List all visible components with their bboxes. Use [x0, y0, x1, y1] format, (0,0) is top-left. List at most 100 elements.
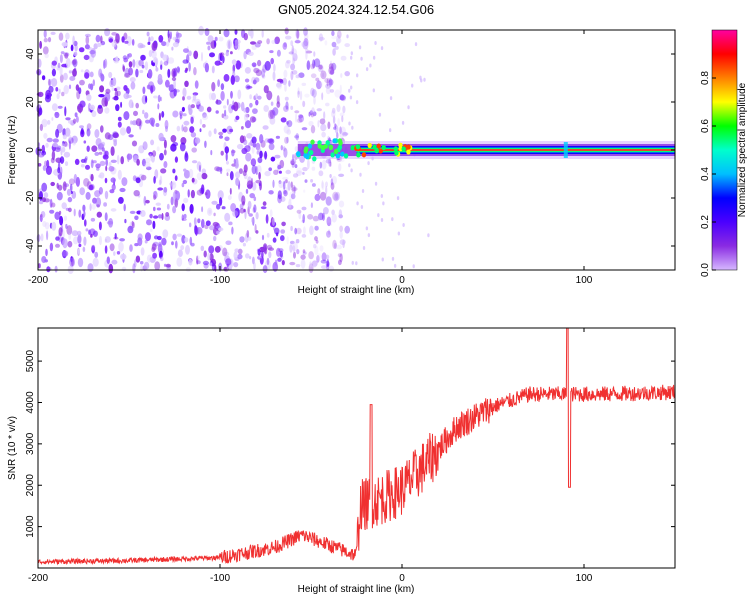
noise-blob [325, 196, 332, 206]
colorbar-gradient [712, 30, 737, 270]
noise-blob [41, 256, 47, 263]
noise-blob [273, 169, 279, 175]
noise-blob [165, 79, 170, 88]
noise-blob [170, 135, 177, 143]
noise-blob [75, 116, 79, 123]
noise-blob [339, 112, 345, 117]
noise-blob [311, 264, 317, 268]
noise-blob [158, 112, 161, 122]
noise-blob [310, 179, 314, 183]
noise-blob [94, 251, 99, 258]
noise-blob [284, 27, 289, 35]
noise-blob [311, 166, 316, 171]
noise-blob [126, 53, 130, 60]
noise-blob [361, 188, 365, 193]
noise-blob [176, 233, 183, 237]
noise-blob [365, 226, 369, 231]
noise-blob [342, 239, 345, 249]
noise-blob [41, 150, 47, 156]
noise-blob [54, 211, 61, 220]
noise-blob [290, 70, 294, 81]
noise-blob [253, 67, 260, 74]
noise-blob [292, 57, 295, 65]
noise-blob [274, 154, 281, 159]
noise-blob [134, 259, 137, 268]
noise-blob [77, 234, 82, 244]
noise-blob [321, 131, 326, 138]
noise-blob [147, 69, 153, 79]
noise-blob [87, 263, 94, 273]
noise-blob [98, 151, 103, 155]
noise-blob [303, 189, 306, 193]
noise-blob [90, 217, 96, 222]
noise-blob [104, 236, 111, 243]
noise-blob [267, 138, 274, 143]
noise-blob [219, 135, 223, 139]
noise-blob [171, 241, 174, 246]
noise-blob [266, 232, 270, 238]
noise-blob [61, 42, 68, 47]
noise-blob [66, 225, 73, 236]
noise-blob [249, 193, 255, 199]
noise-blob [207, 207, 213, 216]
noise-blob [46, 266, 51, 273]
noise-blob [145, 232, 151, 242]
noise-blob [294, 135, 299, 139]
noise-blob [146, 31, 150, 37]
noise-blob [135, 255, 141, 263]
noise-blob [377, 213, 380, 218]
noise-blob [67, 240, 73, 248]
noise-blob [163, 263, 167, 267]
noise-blob [268, 190, 274, 195]
noise-blob [169, 31, 172, 40]
noise-blob [85, 228, 89, 232]
noise-blob [302, 213, 306, 224]
snr-series-line [37, 327, 676, 566]
noise-blob [58, 210, 62, 215]
noise-blob [134, 243, 139, 247]
noise-blob [304, 179, 308, 183]
noise-blob [294, 110, 300, 114]
noise-blob [160, 168, 167, 174]
noise-blob [321, 92, 324, 101]
noise-blob [99, 235, 102, 246]
noise-blob [204, 28, 210, 36]
noise-blob [317, 64, 324, 73]
noise-blob [51, 202, 56, 208]
noise-blob [338, 158, 345, 163]
noise-blob [297, 87, 300, 94]
noise-blob [77, 105, 80, 110]
noise-blob [362, 245, 366, 250]
noise-blob [296, 209, 302, 214]
noise-blob [328, 63, 334, 70]
noise-blob [306, 50, 313, 54]
noise-blob [341, 115, 344, 123]
noise-blob [143, 261, 150, 270]
noise-blob [252, 182, 257, 191]
noise-blob [141, 64, 145, 69]
noise-blob [183, 197, 189, 204]
noise-blob [339, 239, 346, 246]
noise-blob [233, 262, 239, 268]
noise-blob [290, 105, 294, 110]
noise-blob [282, 146, 286, 152]
noise-blob [278, 180, 282, 185]
noise-blob [219, 52, 225, 57]
noise-blob [321, 159, 327, 170]
noise-blob [255, 166, 259, 175]
noise-blob [302, 171, 305, 175]
noise-blob [104, 107, 110, 114]
noise-blob [57, 105, 63, 109]
noise-blob [144, 157, 151, 163]
noise-blob [291, 241, 298, 252]
noise-blob [402, 222, 405, 227]
noise-blob [359, 172, 362, 177]
noise-blob [204, 140, 207, 148]
noise-blob [326, 78, 329, 87]
noise-blob [223, 74, 230, 82]
noise-blob [110, 166, 117, 175]
noise-blob [331, 110, 336, 118]
noise-blob [235, 115, 240, 121]
noise-blob [396, 196, 400, 201]
noise-blob [318, 64, 323, 70]
